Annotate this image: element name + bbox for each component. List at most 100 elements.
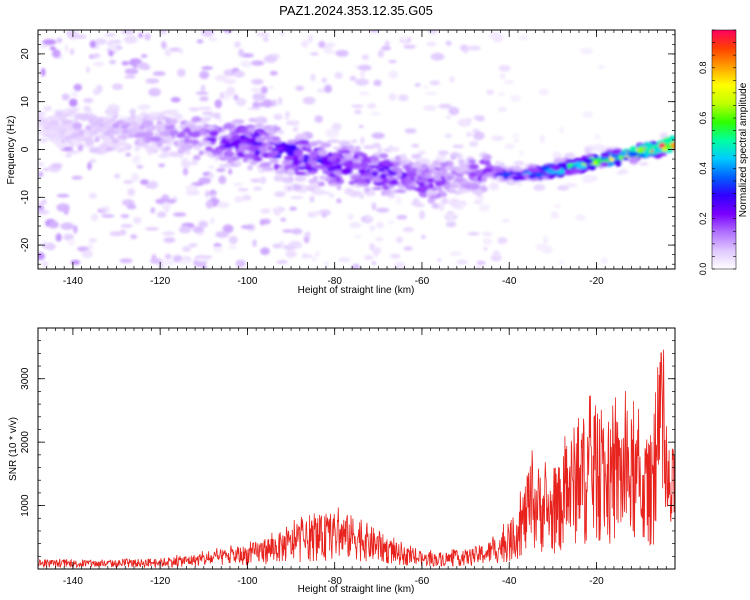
heatmap-cell <box>575 165 587 170</box>
heatmap-cell <box>574 161 583 166</box>
heatmap-cell <box>403 246 413 251</box>
heatmap-cell <box>312 257 317 262</box>
heatmap-cell <box>81 249 93 259</box>
heatmap-cell <box>164 253 172 260</box>
heatmap-cell <box>449 166 462 172</box>
heatmap-cell <box>185 184 198 192</box>
heatmap-cell <box>422 85 429 89</box>
heatmap-cell <box>87 161 92 171</box>
heatmap-cell <box>223 151 235 158</box>
heatmap-cell <box>452 184 458 189</box>
heatmap-cell <box>43 167 49 172</box>
heatmap-cell <box>208 165 215 169</box>
heatmap-cell <box>238 48 245 58</box>
heatmap-cell <box>371 132 385 139</box>
heatmap-cell <box>411 143 420 148</box>
heatmap-cell <box>459 44 468 51</box>
heatmap-cell <box>588 164 597 171</box>
heatmap-cell <box>456 259 468 265</box>
heatmap-cell <box>364 187 371 193</box>
heatmap-cell <box>545 168 555 174</box>
heatmap-cell <box>435 169 448 176</box>
heatmap-cell <box>226 86 236 96</box>
heatmap-cell <box>559 260 564 265</box>
snr-panel: -140 -120 -100 -80 -60 -40 -20 1000 2000 3000 Hei… <box>8 327 676 595</box>
heatmap-cell <box>129 121 139 128</box>
heatmap-cell <box>39 119 48 126</box>
heatmap-cell <box>89 147 101 154</box>
heatmap-cell <box>263 36 269 42</box>
heatmap-cell <box>274 170 287 175</box>
heatmap-cell <box>404 128 417 134</box>
heatmap-cell <box>119 229 127 236</box>
heatmap-cell <box>466 132 473 137</box>
heatmap-cell <box>396 214 408 220</box>
snr-ytick-label: 1000 <box>20 494 31 517</box>
heatmap-cell <box>371 261 377 265</box>
heatmap-cell <box>179 124 186 130</box>
heatmap-cell <box>213 246 223 253</box>
heatmap-cell <box>363 145 376 150</box>
heatmap-cell <box>199 96 209 102</box>
heatmap-cell <box>594 133 601 140</box>
heatmap-cell <box>140 179 149 186</box>
heatmap-cell <box>506 179 518 186</box>
heatmap-cell <box>182 245 192 253</box>
heatmap-cell <box>94 127 105 132</box>
heatmap-cell <box>223 78 237 85</box>
heatmap-cell <box>134 146 141 152</box>
heatmap-cell <box>67 238 76 246</box>
heatmap-cell <box>358 169 367 174</box>
heatmap-cell <box>278 96 283 106</box>
heatmap-cell <box>628 157 639 164</box>
heatmap-cell <box>415 179 427 183</box>
heatmap-cell <box>365 216 373 221</box>
heatmap-cell <box>369 156 379 162</box>
heatmap-cell <box>247 126 256 132</box>
heatmap-cell <box>144 135 152 142</box>
heatmap-cell <box>60 222 74 230</box>
heatmap-cell <box>240 53 254 58</box>
heatmap-cell <box>292 127 299 132</box>
heatmap-cell <box>396 171 403 178</box>
heatmap-cell <box>145 149 156 153</box>
heatmap-cell <box>473 170 483 175</box>
colorbar: 0.0 0.2 0.4 0.6 0.8 Normalized spectral ampl… <box>698 29 749 275</box>
heatmap-cell <box>321 191 332 195</box>
heatmap-cell <box>161 202 171 210</box>
heatmap-cell <box>637 146 644 152</box>
heatmap-cell <box>539 134 545 144</box>
heatmap-cell <box>499 73 506 80</box>
heatmap-cell <box>199 70 210 80</box>
heatmap-cell <box>600 161 609 166</box>
colorbar-tick-label: 0.6 <box>698 112 708 125</box>
heatmap-cell <box>259 176 267 185</box>
heatmap-cell <box>373 248 379 258</box>
heatmap-cell <box>349 76 357 81</box>
heatmap-cell <box>615 159 622 167</box>
heatmap-cell <box>287 144 298 152</box>
heatmap-cell <box>310 73 316 82</box>
heatmap-cell <box>448 106 460 116</box>
heatmap-cell <box>90 130 98 136</box>
heatmap-cell <box>38 111 47 116</box>
heatmap-cell <box>126 204 137 210</box>
heatmap-cell <box>387 169 393 173</box>
heatmap-cell <box>250 178 262 183</box>
heatmap-cell <box>643 147 653 152</box>
heatmap-cell <box>554 204 561 209</box>
heatmap-cell <box>324 164 331 169</box>
heatmap-cell <box>63 206 69 215</box>
heatmap-cell <box>136 164 144 169</box>
heatmap-cell <box>123 180 134 184</box>
heatmap-cell <box>75 136 84 142</box>
heatmap-cell <box>246 159 253 163</box>
heatmap-cell <box>135 132 148 137</box>
heatmap-cell <box>45 123 53 129</box>
heatmap-cell <box>167 151 180 157</box>
heatmap-cell <box>388 93 397 101</box>
heatmap-cell <box>482 237 493 245</box>
heatmap-cell <box>266 139 272 147</box>
